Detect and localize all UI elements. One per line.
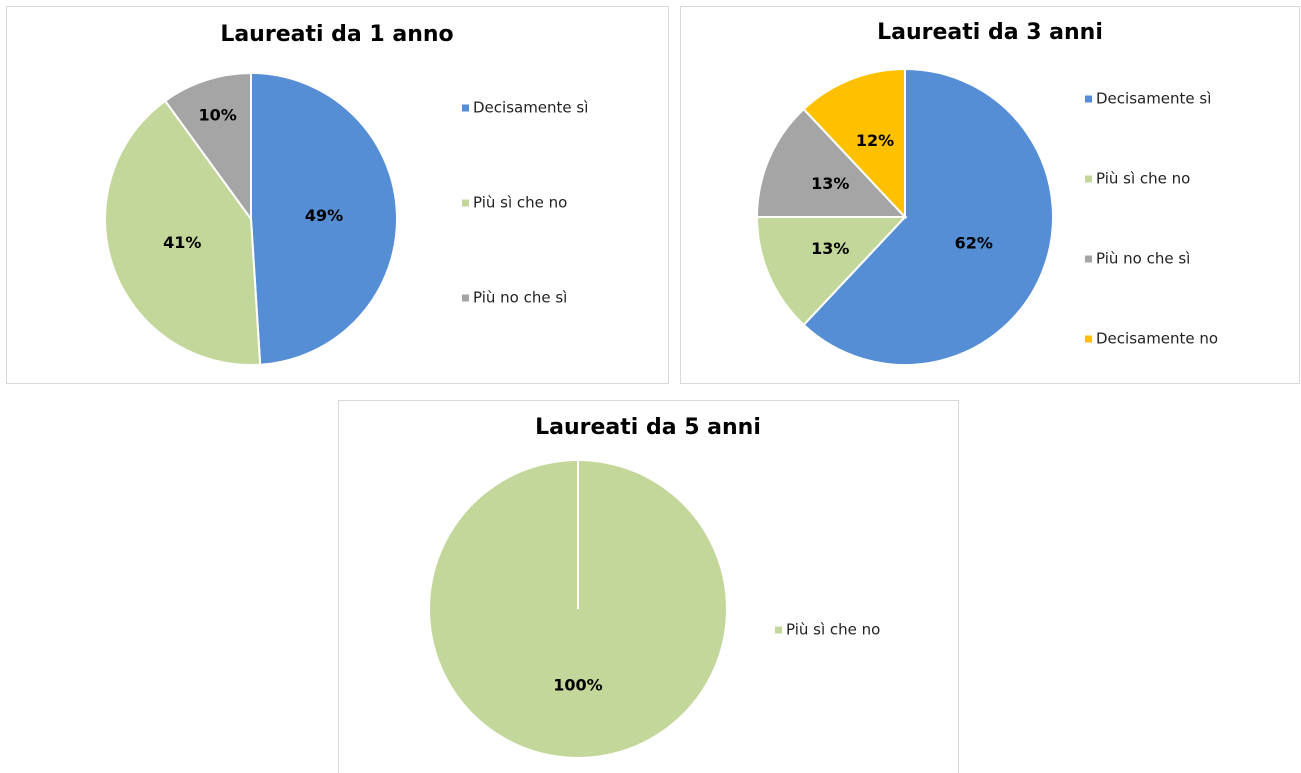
data-label: 10% <box>198 106 236 125</box>
legend-label: Più sì che no <box>1096 170 1190 188</box>
pie-slice <box>802 67 906 220</box>
pie-slice <box>104 99 262 366</box>
data-label: 13% <box>811 239 849 258</box>
data-label: 13% <box>811 174 849 193</box>
data-label: 62% <box>955 234 993 253</box>
legend-label: Decisamente sì <box>1096 90 1211 108</box>
data-label: 49% <box>305 206 343 225</box>
chart-title: Laureati da 1 anno <box>220 22 453 47</box>
legend-swatch <box>462 294 469 302</box>
legend-swatch <box>1085 255 1092 263</box>
legend-label: Più sì che no <box>473 194 567 212</box>
pie-slice <box>250 71 399 366</box>
chart-title: Laureati da 3 anni <box>877 20 1103 45</box>
pie-slice <box>802 67 1054 366</box>
legend-swatch <box>1085 175 1092 183</box>
legend-swatch <box>1085 335 1092 343</box>
legend-label: Decisamente no <box>1096 330 1218 348</box>
legend-label: Decisamente sì <box>473 99 588 117</box>
pie-slice <box>755 107 908 218</box>
data-label: 100% <box>553 675 602 694</box>
legend-label: Più sì che no <box>786 621 880 639</box>
pie-slice <box>163 71 252 223</box>
data-label: 12% <box>856 131 894 150</box>
legend-swatch <box>462 199 469 207</box>
chart-title: Laureati da 5 anni <box>535 415 761 440</box>
legend-swatch <box>1085 95 1092 103</box>
data-label: 41% <box>163 233 201 252</box>
legend-swatch <box>462 104 469 112</box>
pie-slice <box>755 216 908 327</box>
legend-swatch <box>775 626 782 634</box>
legend-label: Più no che sì <box>473 289 567 307</box>
legend-label: Più no che sì <box>1096 250 1190 268</box>
